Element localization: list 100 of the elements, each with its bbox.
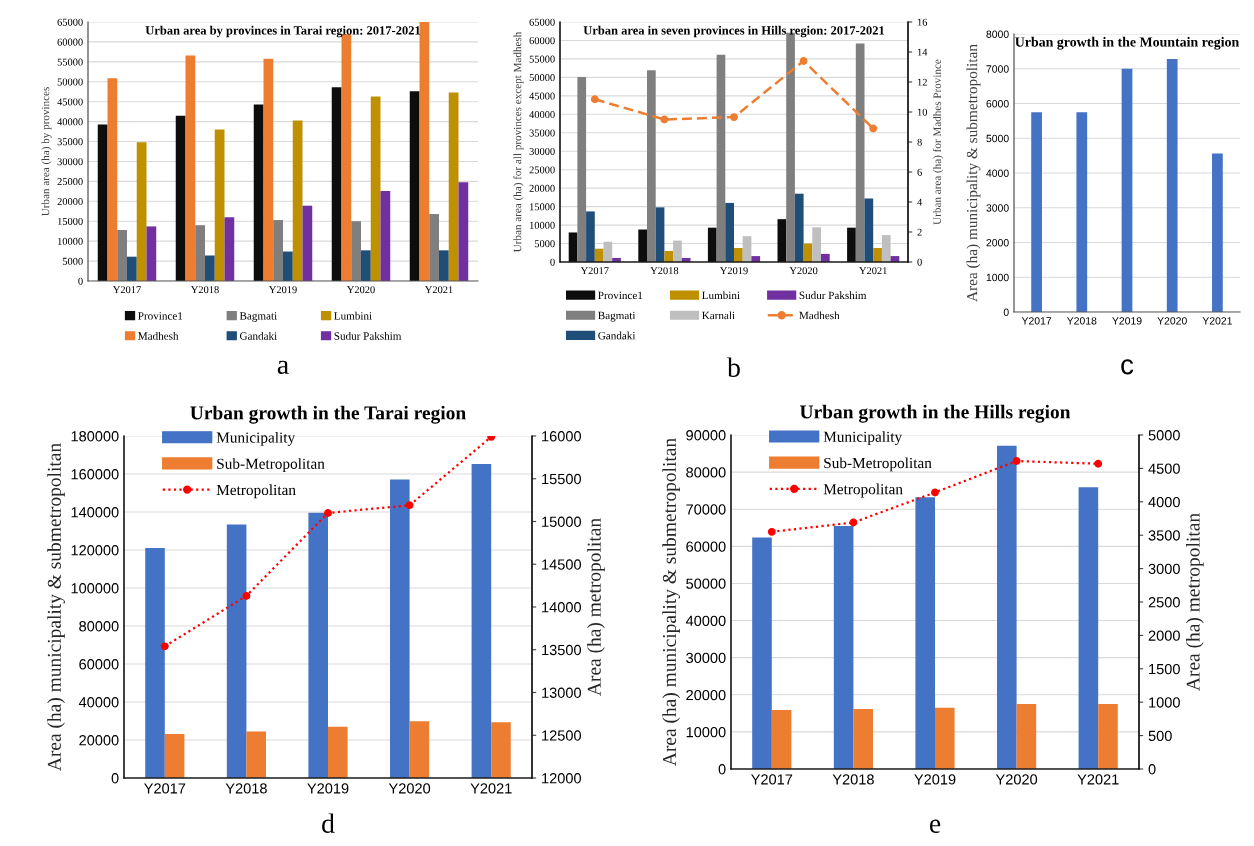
bar — [246, 731, 266, 778]
text: b — [727, 357, 740, 377]
chart-title: Urban area in seven provinces in Hills region: 2017-2021 — [583, 25, 885, 38]
legend-label: Sub-Metropolitan — [824, 457, 932, 472]
y2-tick-label: 3500 — [1148, 530, 1180, 541]
y-tick-label: 60000 — [57, 38, 83, 46]
bar — [873, 247, 882, 262]
bar — [812, 227, 821, 262]
bar — [577, 77, 587, 262]
x-tick-label: Y2021 — [470, 783, 512, 794]
point — [799, 57, 808, 65]
point — [849, 518, 858, 527]
bar — [491, 722, 511, 778]
y-tick-label: 55000 — [529, 55, 555, 63]
y2-tick-label: 8 — [917, 138, 922, 146]
point — [1094, 459, 1103, 468]
x-tick-label: Y2017 — [1021, 317, 1052, 325]
point — [1012, 457, 1021, 466]
bar — [214, 129, 225, 281]
legend-label: Lumbini — [334, 311, 372, 320]
bar — [164, 734, 185, 778]
bar — [855, 43, 865, 262]
y2-tick-label: 10 — [917, 108, 928, 116]
bar — [752, 537, 772, 769]
point — [242, 591, 251, 600]
x-tick-label: Y2017 — [751, 774, 793, 785]
text: e — [929, 819, 941, 833]
y-tick-label: 45000 — [529, 92, 555, 100]
y-tick-label: 30000 — [529, 147, 555, 155]
y2-axis-title: Area (ha) metropolitan — [1186, 513, 1204, 691]
y-tick-label: 180000 — [71, 431, 119, 442]
legend-label: Metropolitan — [216, 484, 296, 499]
y-tick-label: 5000 — [534, 240, 555, 248]
y2-tick-label: 5000 — [1148, 430, 1180, 441]
x-tick-label: Y2021 — [1202, 317, 1232, 325]
y-tick-label: 90000 — [686, 430, 726, 441]
y-tick-label: 65000 — [529, 18, 555, 26]
y2-tick-label: 13500 — [542, 644, 582, 656]
bar — [853, 708, 873, 769]
bar — [253, 104, 264, 281]
bar — [439, 250, 449, 281]
legend-label: Sudur Pakshim — [799, 291, 867, 300]
y-tick-label: 25000 — [57, 178, 83, 186]
bar — [603, 241, 613, 262]
y2-tick-label: 12500 — [542, 730, 582, 741]
bar — [1016, 704, 1037, 769]
bar — [673, 240, 682, 262]
bar — [145, 548, 165, 778]
bar — [205, 255, 215, 281]
point — [160, 642, 169, 651]
point — [931, 488, 939, 497]
x-tick-label: Y2020 — [995, 774, 1038, 785]
bar — [833, 525, 854, 769]
y2-tick-label: 16 — [917, 18, 928, 26]
y2-tick-label: 15000 — [542, 516, 582, 527]
bar — [97, 124, 108, 281]
x-tick-label: Y2017 — [144, 783, 186, 794]
y2-tick-label: 1000 — [1149, 697, 1180, 708]
y-tick-label: 10000 — [686, 726, 726, 738]
bar — [1078, 487, 1099, 769]
y-tick-label: 1000 — [986, 273, 1009, 282]
bar — [1076, 112, 1088, 312]
y2-tick-label: 15500 — [542, 473, 582, 485]
legend-label: Bagmati — [239, 312, 277, 322]
y2-tick-label: 14 — [917, 48, 928, 56]
chart-title: Urban growth in the Hills region — [799, 404, 1071, 423]
bar — [647, 70, 656, 262]
bar — [328, 726, 348, 778]
y-tick-label: 6000 — [986, 100, 1009, 108]
y-tick-label: 30000 — [57, 158, 83, 166]
y2-axis-title: Urban area (ha) for Madhes Province — [933, 59, 944, 225]
bar — [409, 91, 420, 281]
bar — [707, 227, 717, 262]
y-tick-label: 0 — [550, 258, 555, 266]
point — [590, 95, 599, 104]
legend-label: Municipality — [823, 431, 903, 446]
legend-label: Sub-Metropolitan — [217, 458, 325, 473]
y2-tick-label: 2500 — [1148, 597, 1180, 608]
y2-tick-label: 0 — [917, 258, 922, 266]
bar — [794, 193, 804, 262]
y-tick-label: 60000 — [686, 541, 726, 552]
x-tick-label: Y2017 — [112, 286, 141, 294]
bar — [419, 22, 430, 281]
bar — [448, 92, 459, 281]
point — [730, 113, 738, 122]
x-tick-label: Y2017 — [580, 267, 609, 275]
y-tick-label: 10000 — [530, 221, 555, 229]
bar — [881, 235, 891, 262]
y-tick-label: 7000 — [986, 65, 1009, 73]
y-tick-label: 60000 — [79, 659, 119, 670]
y2-tick-label: 14500 — [542, 559, 582, 570]
y-tick-label: 100000 — [71, 583, 119, 594]
bar — [380, 190, 391, 281]
legend-label: Metropolitan — [823, 483, 903, 498]
bar — [864, 198, 874, 262]
bar — [664, 250, 674, 262]
x-tick-label: Y2020 — [346, 286, 375, 294]
y-tick-label: 50000 — [686, 578, 726, 589]
y-tick-label: 40000 — [78, 697, 119, 708]
bar — [568, 232, 578, 262]
